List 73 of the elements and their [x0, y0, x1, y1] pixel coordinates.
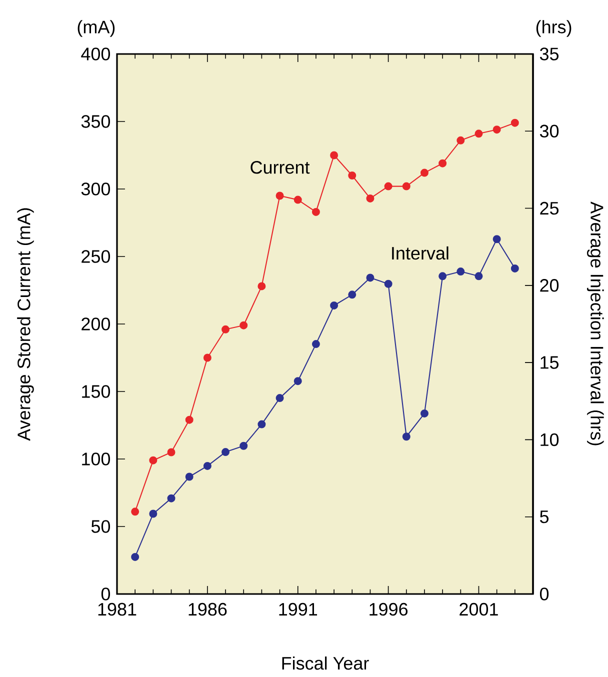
- point: [402, 182, 410, 190]
- y-tick-label: 50: [91, 520, 110, 533]
- point: [474, 272, 483, 280]
- y2-tick-label: 35: [540, 48, 559, 60]
- y-tick-label: 150: [82, 385, 110, 398]
- y-tick-label: 300: [81, 182, 110, 196]
- series-label: Current: [250, 161, 310, 174]
- y2-tick-label: 20: [540, 279, 559, 292]
- point: [294, 196, 302, 204]
- y-tick-label: 250: [82, 250, 110, 263]
- point: [348, 290, 356, 299]
- point: [384, 280, 392, 288]
- x-axis-title: Fiscal Year: [282, 656, 369, 670]
- point: [294, 377, 302, 386]
- y2-tick-label: 15: [540, 356, 559, 369]
- y2-tick-label: 25: [540, 202, 559, 215]
- point: [222, 325, 230, 334]
- point: [312, 340, 320, 348]
- y2-axis-title: Average Injection Interval (hrs): [587, 202, 604, 446]
- point: [420, 409, 428, 418]
- point: [185, 472, 194, 481]
- y-tick-label: 350: [81, 115, 110, 128]
- point: [438, 272, 447, 280]
- x-tick-label: 1986: [188, 602, 227, 616]
- point: [366, 194, 374, 202]
- point: [510, 264, 519, 272]
- point: [492, 235, 501, 244]
- series-label: Interval: [392, 246, 448, 260]
- x-tick-label: 1991: [279, 602, 318, 616]
- point: [203, 462, 212, 470]
- x-tick-label: 1981: [98, 602, 136, 616]
- point: [276, 394, 284, 402]
- point: [240, 321, 248, 330]
- point: [456, 136, 465, 144]
- text: (mA): [78, 20, 115, 37]
- point: [149, 510, 158, 518]
- point: [384, 182, 392, 190]
- y2-tick-label: 30: [540, 124, 559, 138]
- x-tick-label: 2001: [460, 602, 498, 616]
- point: [492, 126, 501, 134]
- point: [420, 168, 428, 177]
- point: [167, 448, 176, 456]
- point: [149, 456, 158, 464]
- point: [276, 192, 284, 200]
- y-tick-label: 200: [82, 318, 110, 330]
- point: [474, 130, 483, 138]
- point: [510, 118, 519, 127]
- point: [366, 274, 374, 282]
- point: [348, 171, 356, 180]
- point: [456, 268, 465, 276]
- point: [203, 354, 212, 362]
- y2-tick-label: 5: [540, 510, 549, 524]
- y2-tick-label: 10: [540, 433, 559, 446]
- x-tick-label: 1996: [370, 602, 408, 616]
- point: [222, 448, 230, 456]
- text: (hrs): [536, 20, 572, 37]
- point: [167, 494, 176, 502]
- y-tick-label: 100: [82, 452, 110, 466]
- point: [258, 420, 266, 428]
- point: [402, 432, 410, 441]
- point: [438, 159, 447, 168]
- point: [185, 416, 194, 424]
- y2-tick-label: 0: [540, 588, 549, 600]
- point: [330, 301, 338, 310]
- y-tick-label: 400: [81, 48, 110, 60]
- point: [131, 552, 140, 561]
- y-axis-title: Average Stored Current (mA): [17, 208, 34, 441]
- point: [258, 282, 266, 290]
- point: [330, 151, 338, 160]
- point: [240, 442, 248, 450]
- point: [312, 208, 320, 216]
- y-tick-label: 0: [101, 588, 110, 600]
- point: [131, 508, 140, 516]
